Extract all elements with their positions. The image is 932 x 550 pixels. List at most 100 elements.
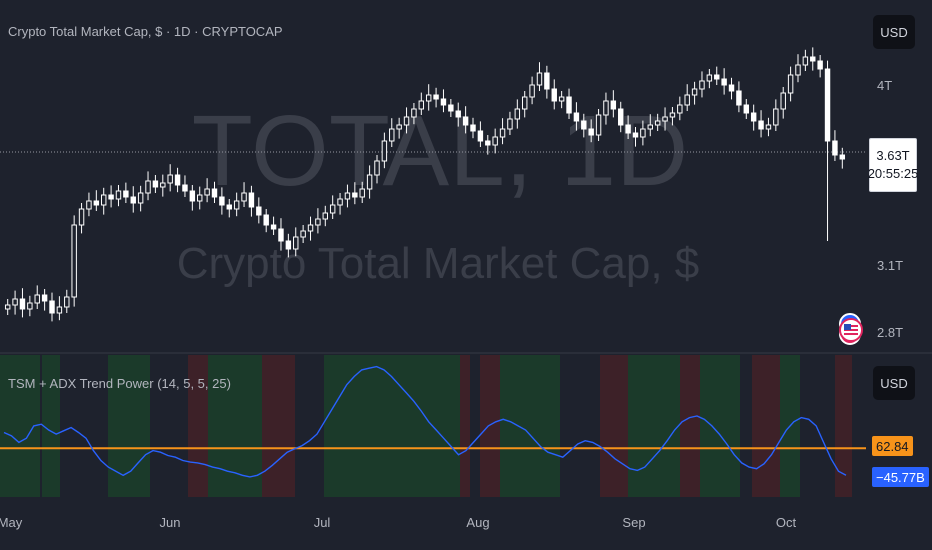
candle: [536, 72, 543, 86]
candle: [19, 298, 26, 310]
candle: [182, 184, 188, 192]
candle: [381, 140, 388, 162]
candle: [56, 306, 63, 314]
time-tick: Aug: [466, 515, 489, 530]
candle: [137, 192, 144, 204]
candle: [12, 298, 18, 306]
candle: [677, 104, 683, 114]
candle: [581, 120, 587, 130]
candle: [787, 74, 794, 94]
time-tick: Sep: [622, 515, 645, 530]
current-price: 3.63T: [876, 148, 910, 163]
current-price-badge: 3.63T 20:55:25: [867, 138, 919, 192]
bearish-zone: [680, 355, 700, 497]
candle: [507, 118, 513, 130]
candle: [758, 120, 764, 130]
candle: [418, 100, 425, 110]
candle: [765, 124, 772, 130]
bearish-zone: [752, 355, 780, 497]
candle: [662, 116, 668, 122]
bullish-zone: [42, 355, 60, 497]
candle: [558, 96, 565, 102]
candlestick-series: [4, 47, 846, 322]
candle: [824, 68, 831, 142]
price-tick: 2.8T: [877, 325, 903, 340]
candle: [780, 92, 786, 110]
candle: [329, 204, 336, 214]
candle: [307, 224, 314, 232]
candle: [226, 204, 232, 210]
candle: [684, 94, 690, 106]
candle: [691, 88, 698, 96]
bullish-zone: [500, 355, 560, 497]
candle: [256, 206, 262, 216]
candle: [810, 56, 816, 62]
candle: [714, 74, 720, 80]
bullish-zone: [365, 355, 460, 497]
candle: [145, 180, 151, 194]
candle: [802, 56, 809, 66]
us-flag-logo[interactable]: [834, 312, 868, 348]
price-tick: 3.1T: [877, 258, 903, 273]
candle: [736, 90, 742, 106]
candle: [411, 108, 417, 118]
candle: [477, 130, 484, 142]
candle: [49, 300, 55, 314]
candle: [366, 174, 373, 190]
candle: [699, 80, 705, 90]
time-tick: Jul: [314, 515, 331, 530]
chart-title[interactable]: Crypto Total Market Cap, $ · 1D · CRYPTO…: [8, 24, 283, 39]
candle: [167, 174, 173, 184]
candle: [706, 74, 713, 82]
candle: [728, 84, 735, 92]
candle: [440, 98, 447, 106]
candle: [403, 116, 410, 126]
candle: [485, 140, 491, 146]
currency-button[interactable]: USD: [873, 15, 915, 49]
candle: [492, 136, 498, 146]
candle: [300, 230, 306, 238]
countdown-timer: 20:55:25: [867, 166, 919, 181]
candle: [462, 116, 469, 126]
candle: [285, 240, 292, 250]
candle: [654, 120, 661, 126]
candle: [263, 214, 269, 226]
candle: [588, 128, 594, 136]
candle: [123, 190, 129, 198]
candle: [34, 294, 40, 304]
candle: [248, 192, 255, 208]
bearish-zone: [460, 355, 470, 497]
bearish-zone: [262, 355, 295, 497]
candle: [721, 78, 727, 86]
time-tick: May: [0, 515, 23, 530]
level-badge: 62.84: [872, 436, 913, 456]
candle: [219, 196, 225, 206]
time-tick: Jun: [160, 515, 181, 530]
candle: [595, 114, 602, 136]
candle: [669, 112, 676, 118]
candle: [204, 188, 210, 196]
time-axis: May Jun Jul Aug Sep Oct: [0, 515, 796, 530]
indicator-currency-button[interactable]: USD: [873, 366, 915, 400]
candle: [278, 228, 284, 242]
candle: [455, 110, 461, 118]
candle: [86, 200, 92, 210]
candle: [750, 112, 757, 122]
candle: [795, 64, 801, 76]
candle: [448, 104, 454, 112]
candle: [573, 112, 580, 122]
bullish-zone: [108, 355, 150, 497]
candle: [78, 208, 85, 226]
candle: [241, 192, 247, 202]
candle: [152, 180, 159, 188]
candle: [108, 194, 114, 200]
candle: [389, 128, 395, 142]
candle: [529, 84, 535, 98]
price-tick: 4T: [877, 78, 892, 93]
bullish-zone: [700, 355, 740, 497]
candle: [352, 192, 358, 198]
candle: [566, 96, 572, 114]
indicator-title[interactable]: TSM + ADX Trend Power (14, 5, 5, 25): [8, 376, 231, 391]
